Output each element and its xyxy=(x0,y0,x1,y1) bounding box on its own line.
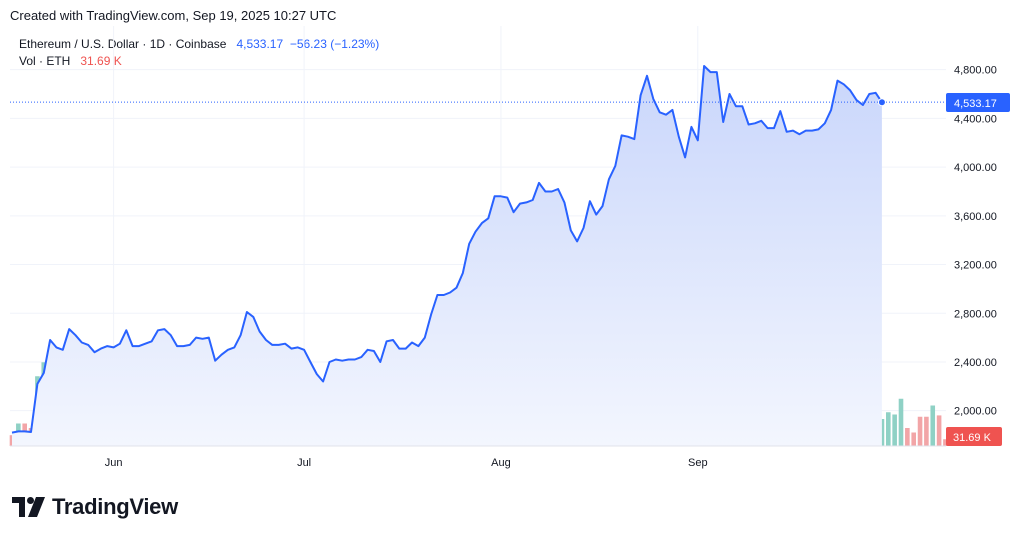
y-tick-label: 4,400.00 xyxy=(954,113,997,125)
y-tick-label: 2,800.00 xyxy=(954,308,997,320)
symbol-legend[interactable]: Ethereum / U.S. Dollar · 1D · Coinbase 4… xyxy=(19,37,379,51)
price-change: −56.23 (−1.23%) xyxy=(289,37,380,51)
last-price-dot xyxy=(877,98,886,107)
volume-label: Vol · ETH xyxy=(19,54,71,68)
y-tick-label: 3,200.00 xyxy=(954,260,997,272)
tradingview-wordmark: TradingView xyxy=(52,494,178,519)
x-tick-label: Aug xyxy=(491,457,511,469)
last-price: 4,533.17 xyxy=(236,37,284,51)
volume-bar xyxy=(892,414,897,446)
x-tick-label: Jun xyxy=(105,457,123,469)
y-tick-label: 2,000.00 xyxy=(954,406,997,418)
tradingview-branding[interactable]: TradingView xyxy=(12,494,178,520)
time-axis[interactable]: Jun Jul Aug Sep xyxy=(105,457,708,469)
volume-bar xyxy=(886,412,891,446)
volume-bar xyxy=(911,432,916,446)
volume-badge: 31.69 K xyxy=(946,427,1002,446)
y-tick-label: 2,400.00 xyxy=(954,357,997,369)
price-line xyxy=(11,65,883,434)
volume-bar xyxy=(879,419,885,446)
volume-bar xyxy=(924,416,929,446)
y-tick-label: 4,800.00 xyxy=(954,65,997,77)
volume-bar xyxy=(898,398,904,446)
volume-legend[interactable]: Vol · ETH 31.69 K xyxy=(19,54,122,68)
volume-badge-text: 31.69 K xyxy=(953,432,992,444)
volume-bar xyxy=(917,416,923,446)
symbol-title: Ethereum / U.S. Dollar · 1D · Coinbase xyxy=(19,37,227,51)
y-tick-label: 3,600.00 xyxy=(954,211,997,223)
price-badge: 4,533.17 xyxy=(946,93,1010,112)
volume-bar xyxy=(936,415,942,446)
price-area xyxy=(12,66,882,446)
tradingview-logo-icon xyxy=(12,497,45,517)
created-with-caption: Created with TradingView.com, Sep 19, 20… xyxy=(10,8,337,23)
x-tick-label: Sep xyxy=(688,457,708,469)
y-tick-label: 4,000.00 xyxy=(954,162,997,174)
x-tick-label: Jul xyxy=(297,457,311,469)
volume-bar xyxy=(930,405,936,446)
volume-bar xyxy=(943,439,948,446)
volume-value: 31.69 K xyxy=(80,54,122,68)
volume-bar xyxy=(905,428,910,446)
price-badge-text: 4,533.17 xyxy=(954,98,997,110)
price-axis[interactable]: 4,800.00 4,400.00 4,000.00 3,600.00 3,200.00… xyxy=(954,65,997,418)
